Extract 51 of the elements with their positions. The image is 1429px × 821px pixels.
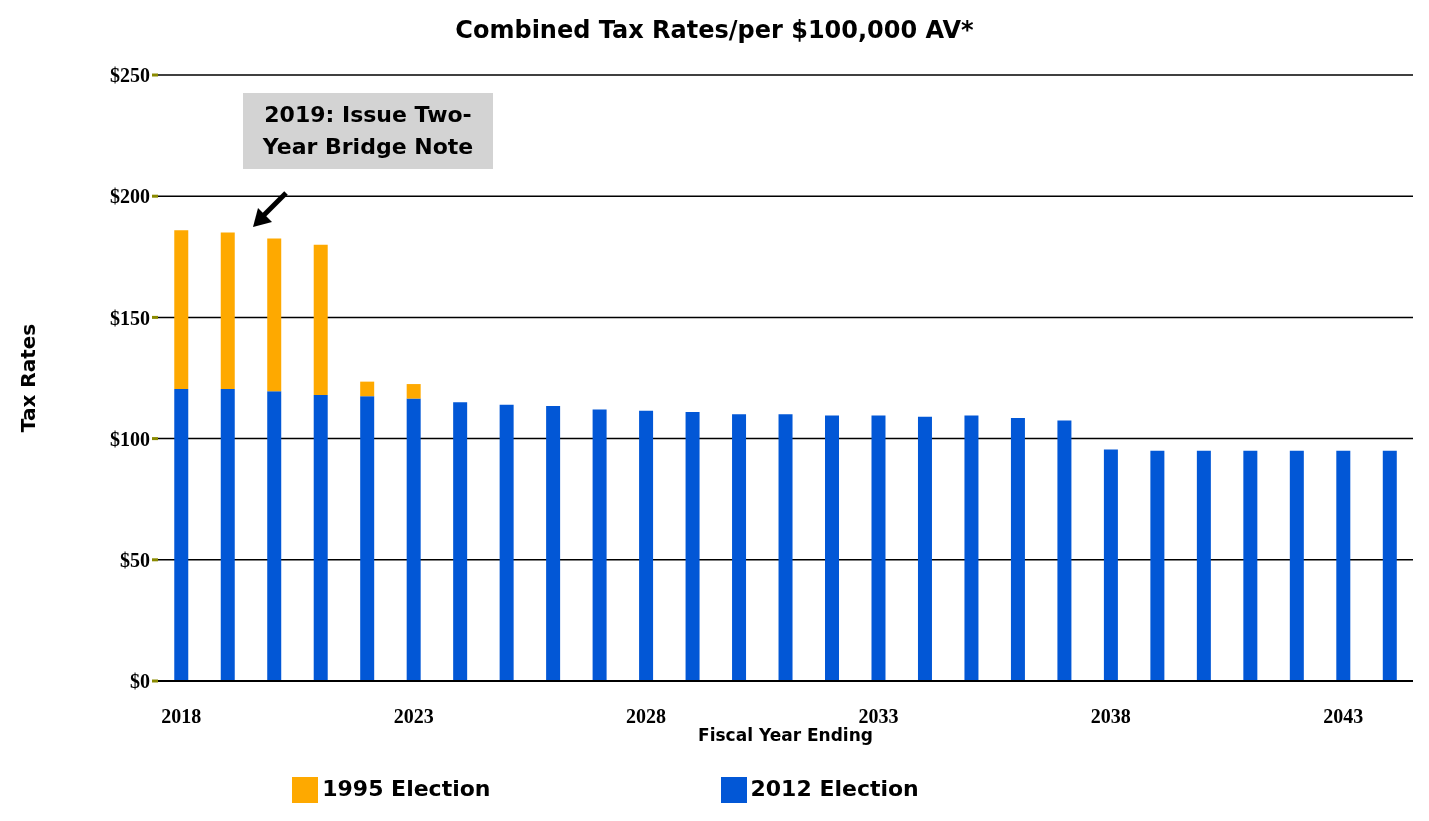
bar <box>406 384 421 399</box>
bar <box>267 391 282 681</box>
x-tick-label: 2043 <box>1323 705 1364 728</box>
bar <box>546 405 561 681</box>
bar <box>313 244 328 395</box>
bar <box>917 416 932 681</box>
bar <box>639 410 654 681</box>
bar <box>174 388 189 681</box>
bar <box>1289 450 1304 681</box>
bar <box>1150 450 1165 681</box>
y-tick-label: $250 <box>110 64 150 87</box>
x-tick-label: 2033 <box>858 705 899 728</box>
y-tick-label: $150 <box>110 306 150 329</box>
y-tick-label: $50 <box>120 548 150 571</box>
bar <box>871 415 886 681</box>
bar <box>732 414 747 681</box>
bar <box>1336 450 1351 681</box>
bar <box>360 381 375 397</box>
bar <box>1243 450 1258 681</box>
bar <box>220 232 235 389</box>
bar <box>453 402 468 681</box>
x-tick-label: 2023 <box>393 705 434 728</box>
bar <box>220 388 235 681</box>
bar <box>592 409 607 681</box>
bar <box>1057 420 1072 681</box>
x-tick-label: 2038 <box>1090 705 1131 728</box>
bar <box>1010 418 1025 681</box>
legend-label: 2012 Election <box>750 776 919 801</box>
bar <box>778 414 793 681</box>
bar <box>1382 450 1397 681</box>
x-axis-title: Fiscal Year Ending <box>698 725 873 745</box>
bar <box>1103 449 1118 681</box>
legend-label: 1995 Election <box>322 776 491 801</box>
x-tick-label: 2028 <box>626 705 667 728</box>
bar <box>1196 450 1211 681</box>
y-axis-title: Tax Rates <box>16 323 41 433</box>
bar <box>825 415 840 681</box>
bar <box>964 415 979 681</box>
x-tick-label: 2018 <box>161 705 202 728</box>
chart-title: Combined Tax Rates/per $100,000 AV* <box>454 15 975 46</box>
bar <box>313 394 328 681</box>
y-tick-label: $100 <box>110 427 150 450</box>
bar <box>174 230 189 389</box>
bar <box>406 398 421 681</box>
y-tick-label: $200 <box>110 185 150 208</box>
annotation: 2019: Issue Two-Year Bridge Note <box>243 93 493 169</box>
bar <box>360 396 375 681</box>
bar <box>499 404 514 681</box>
bar <box>685 411 700 681</box>
y-tick-label: $0 <box>130 670 150 693</box>
bar <box>267 238 282 392</box>
